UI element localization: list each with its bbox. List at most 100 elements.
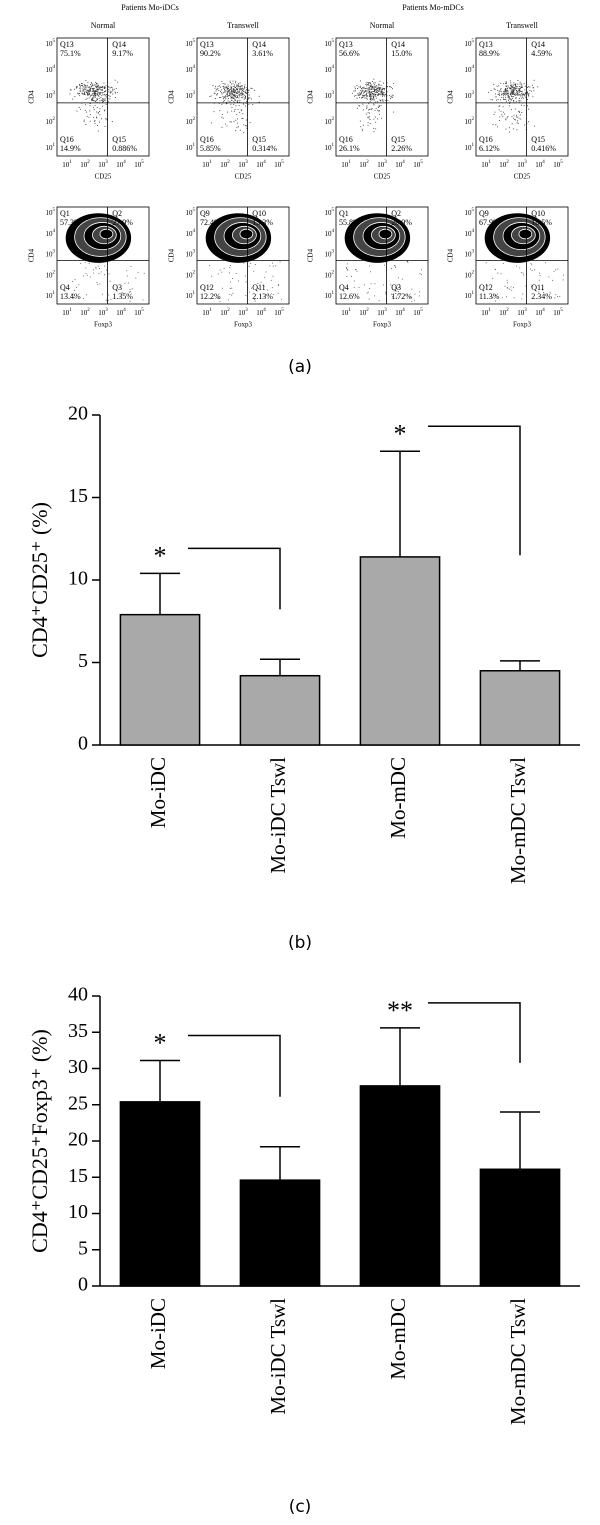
event-dot (506, 282, 508, 284)
x-axis-title: Foxp3 (513, 321, 531, 329)
event-dot (528, 94, 530, 96)
event-dot (117, 81, 119, 83)
event-dot (555, 294, 557, 296)
quadrant-name: Q14 (112, 40, 126, 49)
event-dot (514, 84, 516, 86)
event-dot (528, 95, 530, 97)
event-dot (520, 95, 522, 97)
event-dot (373, 87, 375, 89)
quadrant-percent: 75.1% (60, 49, 81, 58)
event-dot (516, 91, 518, 93)
event-dot (225, 90, 227, 92)
event-dot (376, 88, 378, 90)
event-dot (500, 273, 502, 275)
event-dot (369, 91, 371, 93)
event-dot (101, 101, 103, 103)
quadrant-percent: 12.6% (339, 292, 360, 301)
event-dot (495, 93, 496, 95)
tick-exponent: 4 (53, 229, 56, 234)
event-dot (239, 101, 241, 103)
y-tick-label: 5 (78, 1237, 88, 1259)
density-contour (378, 228, 393, 240)
event-dot (513, 117, 515, 119)
tick-label: 101 (481, 308, 491, 316)
event-dot (497, 272, 499, 274)
event-dot (486, 283, 488, 285)
event-dot (227, 98, 229, 100)
event-dot (377, 118, 379, 120)
event-dot (514, 87, 516, 89)
y-axis-title: CD4 (168, 248, 176, 262)
event-dot (84, 86, 86, 87)
event-dot (102, 98, 104, 100)
y-tick-label: 10 (68, 568, 88, 590)
event-dot (224, 88, 226, 90)
density-contour (518, 228, 533, 240)
quadrant-name: Q15 (531, 135, 545, 144)
event-dot (98, 95, 100, 97)
event-dot (93, 91, 95, 93)
event-dot (85, 123, 87, 125)
event-dot (511, 92, 513, 94)
significance-mark: ** (387, 996, 413, 1025)
event-dot (506, 93, 508, 95)
event-dot (382, 88, 383, 90)
event-dot (500, 88, 502, 90)
event-dot (209, 265, 210, 267)
event-dot (237, 109, 239, 111)
event-dot (250, 87, 252, 89)
event-dot (501, 114, 503, 116)
event-dot (229, 101, 231, 103)
event-dot (505, 119, 507, 121)
tick-base: 10 (517, 309, 525, 317)
event-dot (507, 287, 509, 289)
event-dot (224, 100, 226, 102)
event-dot (89, 89, 91, 91)
quadrant-percent: 2.34% (531, 292, 552, 301)
tick-label: 102 (465, 117, 475, 125)
event-dot (263, 285, 265, 287)
quadrant-name: Q14 (391, 40, 405, 49)
event-dot (494, 111, 496, 113)
tick-label: 101 (62, 160, 72, 168)
event-dot (499, 90, 501, 92)
event-dot (248, 97, 249, 99)
event-dot (361, 91, 363, 92)
event-dot (93, 269, 95, 271)
event-dot (523, 105, 525, 107)
bar (359, 1085, 441, 1287)
event-dot (510, 85, 512, 87)
event-dot (238, 92, 240, 93)
event-dot (382, 91, 384, 93)
event-dot (76, 86, 78, 88)
event-dot (510, 85, 512, 87)
event-dot (372, 81, 374, 82)
event-dot (99, 92, 101, 94)
event-dot (227, 93, 228, 95)
event-dot (373, 89, 375, 91)
event-dot (509, 87, 511, 89)
tick-exponent: 3 (193, 250, 196, 255)
event-dot (369, 94, 371, 95)
quadrant-name: Q4 (339, 283, 349, 292)
tick-base: 10 (341, 309, 349, 317)
event-dot (228, 95, 230, 96)
event-dot (230, 83, 232, 85)
event-dot (225, 103, 227, 105)
event-dot (223, 87, 224, 89)
event-dot (361, 128, 363, 130)
event-dot (520, 272, 522, 273)
event-dot (378, 300, 380, 302)
event-dot (236, 87, 238, 89)
event-dot (80, 108, 82, 110)
event-dot (224, 83, 226, 85)
event-dot (88, 91, 90, 93)
quadrant-percent: 9.17% (112, 49, 133, 58)
event-dot (366, 95, 368, 97)
event-dot (490, 98, 492, 100)
event-dot (109, 98, 111, 100)
bar (479, 1168, 561, 1287)
event-dot (243, 263, 245, 265)
event-dot (375, 89, 377, 90)
event-dot (244, 84, 246, 86)
